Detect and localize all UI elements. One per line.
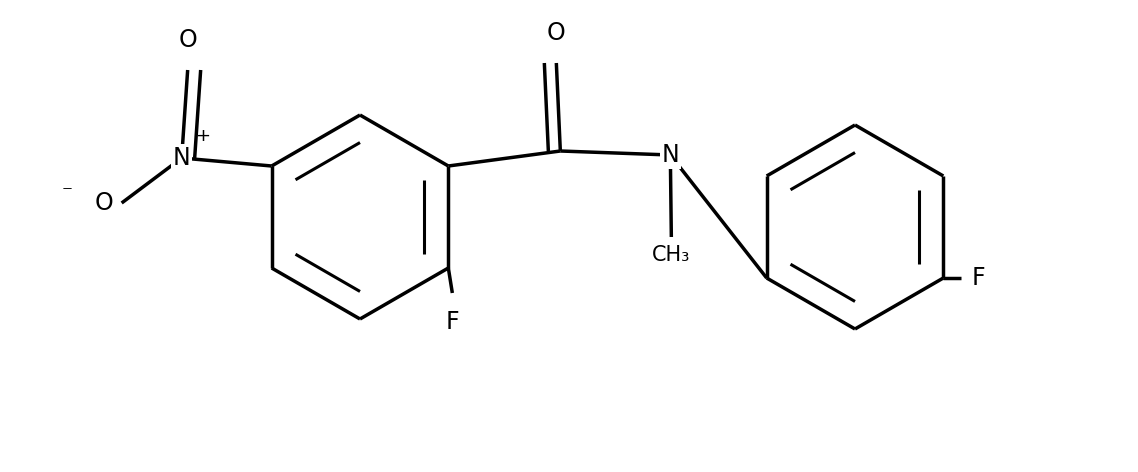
Text: F: F [445, 310, 459, 334]
Text: O: O [547, 21, 566, 45]
Text: F: F [972, 266, 986, 290]
Text: ⁻: ⁻ [61, 183, 72, 203]
Text: N: N [173, 146, 190, 170]
Text: N: N [661, 143, 679, 167]
Text: CH₃: CH₃ [652, 245, 691, 265]
Text: O: O [179, 28, 197, 52]
Text: +: + [195, 127, 211, 145]
Text: O: O [94, 191, 114, 215]
